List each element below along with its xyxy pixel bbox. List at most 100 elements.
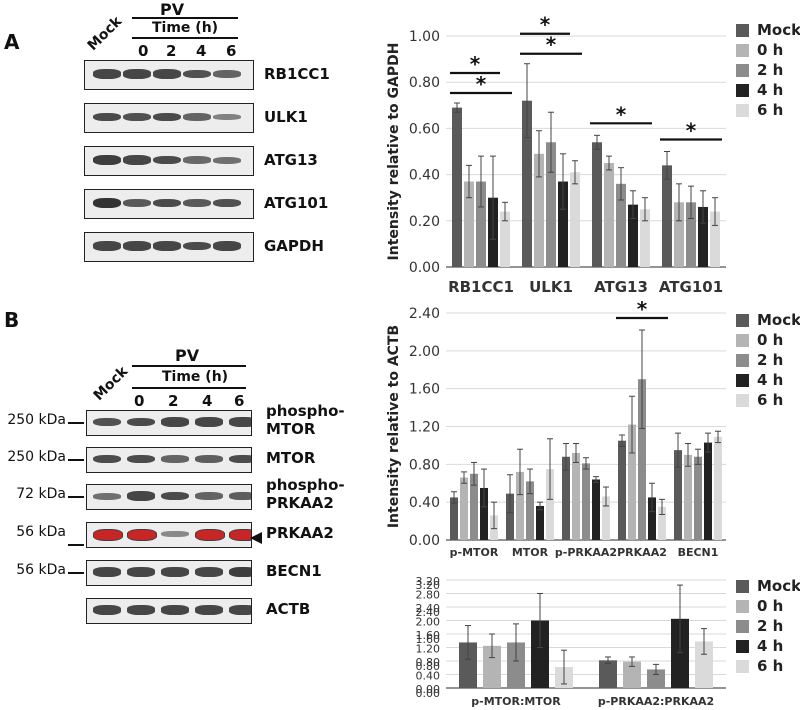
- bar: [483, 645, 501, 688]
- bar: [526, 481, 534, 540]
- legend-swatch: [736, 659, 749, 673]
- blot-label-line: MTOR: [266, 420, 316, 438]
- western-blot-strip: [86, 484, 252, 510]
- blot-band: [161, 605, 189, 615]
- blot-band: [213, 113, 241, 121]
- blot-band: [153, 241, 181, 251]
- legend-swatch: [736, 23, 749, 37]
- kda-marker-tick: [68, 496, 84, 498]
- kda-marker-tick: [68, 572, 84, 574]
- blot-band: [195, 417, 223, 427]
- category-label: ULK1: [529, 278, 573, 296]
- panel-b-lane-2: 2: [168, 392, 179, 410]
- category-label: PRKAA2: [617, 546, 667, 559]
- blot-band: [93, 112, 121, 122]
- bar: [534, 153, 544, 267]
- blot-band: [183, 156, 211, 164]
- bar: [500, 211, 510, 267]
- blot-band: [123, 198, 151, 208]
- kda-marker-label: 250 kDa: [7, 449, 66, 465]
- kda-marker-tick: [68, 459, 84, 461]
- kda-marker-label: 250 kDa: [7, 412, 66, 428]
- significance-star: *: [470, 52, 481, 76]
- bar: [710, 211, 720, 267]
- bar: [599, 660, 617, 688]
- western-blot-strip: [84, 189, 254, 219]
- category-label: BECN1: [678, 546, 719, 559]
- blot-band: [93, 567, 121, 577]
- y-tick-label: 0.00: [409, 533, 440, 549]
- legend-item: 4 h: [736, 80, 800, 100]
- bar: [582, 463, 590, 540]
- blot-label: ATG101: [264, 194, 329, 212]
- blot-band: [123, 155, 151, 165]
- bar: [459, 642, 477, 688]
- blot-band: [183, 198, 211, 208]
- bar: [602, 496, 610, 540]
- bar: [546, 142, 556, 267]
- panel-a-lane-0: 0: [138, 42, 149, 60]
- legend-label: 4 h: [757, 637, 784, 655]
- bar: [618, 440, 626, 540]
- blot-label: PRKAA2: [266, 524, 334, 542]
- bar: [570, 172, 580, 267]
- bar: [604, 163, 614, 267]
- legend-swatch: [736, 313, 749, 327]
- blot-band: [229, 417, 251, 427]
- legend-label: 4 h: [757, 371, 784, 389]
- prkaa2-arrow-icon: [250, 532, 262, 544]
- y-tick-label: 0.00: [416, 687, 441, 700]
- significance-star: *: [686, 119, 697, 143]
- legend-label: 2 h: [757, 61, 784, 79]
- bar: [658, 506, 666, 540]
- y-tick-label: 2.40: [416, 602, 441, 615]
- blot-band: [93, 454, 121, 464]
- y-tick-label: 0.00: [416, 683, 441, 696]
- y-tick-label: 1.60: [416, 629, 441, 642]
- blot-label: GAPDH: [264, 237, 324, 255]
- y-axis-title: Intensity relative to GAPDH: [386, 43, 402, 261]
- kda-marker-label: 56 kDa: [16, 562, 66, 578]
- blot-band: [123, 112, 151, 122]
- bar: [628, 204, 638, 267]
- y-tick-label: 1.00: [409, 29, 440, 45]
- panel-b-lane-4: 4: [202, 392, 213, 410]
- legend-item: Mock: [736, 310, 800, 330]
- legend-label: 6 h: [757, 657, 784, 675]
- bar: [704, 442, 712, 540]
- category-label: ATG13: [594, 278, 648, 296]
- bar: [572, 452, 580, 540]
- blot-band: [213, 198, 241, 208]
- blot-label: BECN1: [266, 562, 322, 580]
- bar: [452, 107, 462, 267]
- bar: [640, 209, 650, 267]
- category-label: p-PRKAA2: [555, 546, 617, 559]
- panel-b-time-label: Time (h): [162, 369, 229, 385]
- bar: [647, 669, 665, 688]
- western-blot-strip: [86, 447, 252, 473]
- western-blot-strip: [86, 522, 252, 548]
- legend-swatch: [736, 393, 749, 407]
- legend-label: 0 h: [757, 41, 784, 59]
- blot-band: [161, 455, 189, 463]
- bar: [522, 100, 532, 268]
- legend-swatch: [736, 63, 749, 77]
- y-tick-label: 0.60: [409, 121, 440, 137]
- kda-marker-label: 72 kDa: [16, 486, 66, 502]
- blot-band: [183, 69, 211, 79]
- western-blot-strip: [84, 146, 254, 176]
- legend-item: Mock: [736, 20, 800, 40]
- panel-a-lane-2: 2: [166, 42, 177, 60]
- bar: [628, 424, 636, 540]
- panel-b-letter: B: [4, 308, 20, 332]
- legend-swatch: [736, 373, 749, 387]
- bar: [592, 142, 602, 267]
- legend-label: Mock: [757, 577, 800, 595]
- y-axis-title: Intensity relative to ACTB: [386, 325, 402, 528]
- y-tick-label: 1.60: [416, 633, 441, 646]
- bar: [536, 505, 544, 540]
- category-label: p-MTOR:MTOR: [471, 695, 561, 708]
- significance-star: *: [540, 13, 551, 37]
- blot-label-line: ACTB: [266, 600, 311, 618]
- category-label: RB1CC1: [448, 278, 514, 296]
